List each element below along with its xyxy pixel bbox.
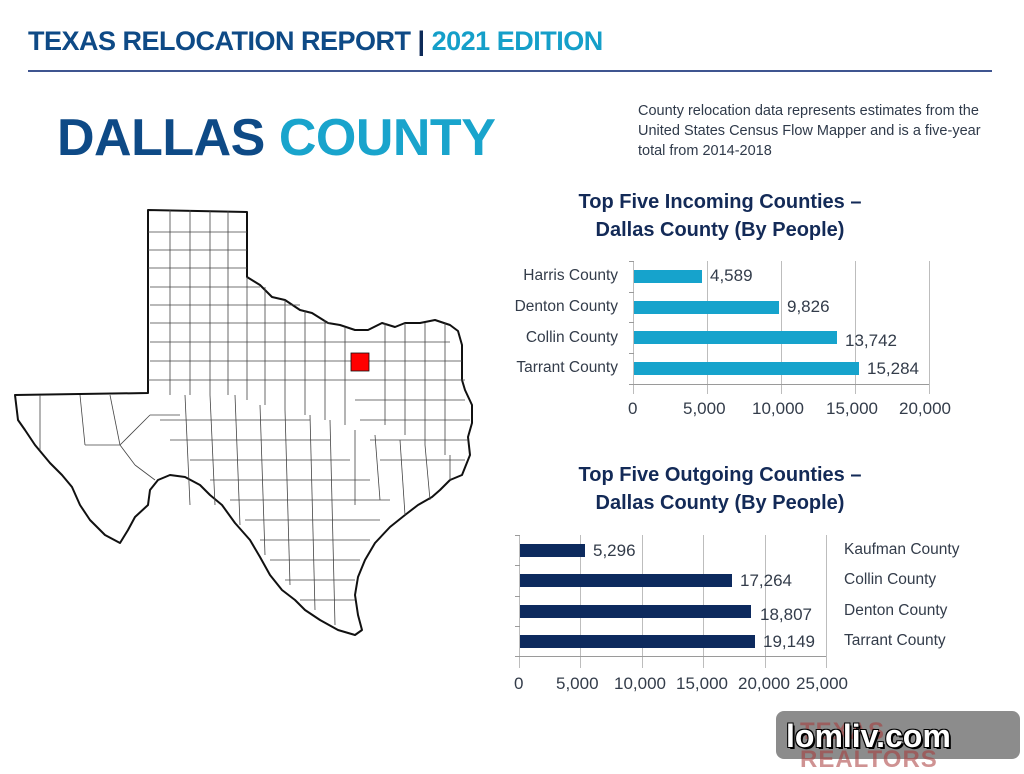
axis-tick xyxy=(629,292,634,293)
value-label: 5,296 xyxy=(593,541,636,560)
bar-kaufman xyxy=(520,544,585,557)
tick-label: 15,000 xyxy=(676,674,728,693)
watermark: lomliv.com xyxy=(786,718,951,754)
axis-tick xyxy=(515,565,520,566)
value-label: 15,284 xyxy=(867,359,919,378)
texas-realtors-logo xyxy=(776,711,1020,759)
bar-denton xyxy=(634,301,779,314)
tick-label: 5,000 xyxy=(556,674,599,693)
gridline xyxy=(580,535,581,668)
title-separator: | xyxy=(417,26,426,56)
category-label: Collin County xyxy=(844,571,937,588)
incoming-chart-title: Top Five Incoming Counties – Dallas Coun… xyxy=(540,188,900,244)
bar-collin xyxy=(520,574,732,587)
data-source-note: County relocation data represents estima… xyxy=(638,103,981,159)
county-title-part1: DALLAS xyxy=(57,109,265,167)
axis-tick xyxy=(629,261,634,262)
bar-denton xyxy=(520,605,751,618)
category-label: Kaufman County xyxy=(844,541,960,558)
gridline xyxy=(765,535,766,668)
gridline xyxy=(929,261,930,394)
county-title-part2: COUNTY xyxy=(278,109,496,167)
incoming-title-line1: Top Five Incoming Counties – xyxy=(578,191,862,213)
report-title-main: TEXAS RELOCATION REPORT xyxy=(28,26,411,56)
category-label: Denton County xyxy=(514,298,618,315)
dallas-county-highlight xyxy=(350,352,370,372)
tick-label: 25,000 xyxy=(796,674,848,693)
x-axis-line xyxy=(629,384,929,385)
report-edition: 2021 EDITION xyxy=(431,26,604,56)
category-label: Tarrant County xyxy=(516,359,618,376)
gridline xyxy=(703,535,704,668)
category-label: Tarrant County xyxy=(844,632,946,649)
axis-tick xyxy=(515,596,520,597)
axis-tick xyxy=(515,626,520,627)
gridline xyxy=(707,261,708,394)
value-label: 9,826 xyxy=(787,297,830,316)
report-title: TEXAS RELOCATION REPORT | 2021 EDITION xyxy=(28,26,603,57)
tick-label: 5,000 xyxy=(683,399,726,418)
bar-tarrant xyxy=(634,362,859,375)
tick-label: 0 xyxy=(628,399,638,418)
category-label: Harris County xyxy=(523,267,618,284)
axis-line xyxy=(633,261,634,394)
tick-label: 20,000 xyxy=(738,674,790,693)
tick-label: 10,000 xyxy=(752,399,804,418)
axis-tick xyxy=(629,353,634,354)
tick-label: 10,000 xyxy=(614,674,666,693)
value-label: 19,149 xyxy=(763,632,815,651)
bar-harris xyxy=(634,270,702,283)
category-label: Denton County xyxy=(844,602,948,619)
tick-label: 20,000 xyxy=(899,399,951,418)
header-divider xyxy=(28,70,992,72)
bar-collin xyxy=(634,331,837,344)
axis-tick xyxy=(629,322,634,323)
outgoing-title-line2: Dallas County (By People) xyxy=(595,492,845,514)
gridline xyxy=(826,535,827,668)
x-axis-line xyxy=(515,656,826,657)
tick-label: 15,000 xyxy=(826,399,878,418)
axis-tick xyxy=(515,535,520,536)
axis-line xyxy=(519,535,520,668)
gridline xyxy=(781,261,782,394)
value-label: 13,742 xyxy=(845,331,897,350)
gridline xyxy=(642,535,643,668)
texas-county-map xyxy=(14,209,473,636)
outgoing-title-line1: Top Five Outgoing Counties – xyxy=(578,464,862,486)
outgoing-chart-title: Top Five Outgoing Counties – Dallas Coun… xyxy=(540,461,900,517)
incoming-title-line2: Dallas County (By People) xyxy=(595,219,845,241)
category-label: Collin County xyxy=(525,329,618,346)
value-label: 17,264 xyxy=(740,571,792,590)
gridline xyxy=(855,261,856,394)
bar-tarrant xyxy=(520,635,755,648)
tick-label: 0 xyxy=(514,674,524,693)
county-title: DALLAS COUNTY xyxy=(57,108,496,168)
value-label: 18,807 xyxy=(760,605,812,624)
value-label: 4,589 xyxy=(710,266,753,285)
